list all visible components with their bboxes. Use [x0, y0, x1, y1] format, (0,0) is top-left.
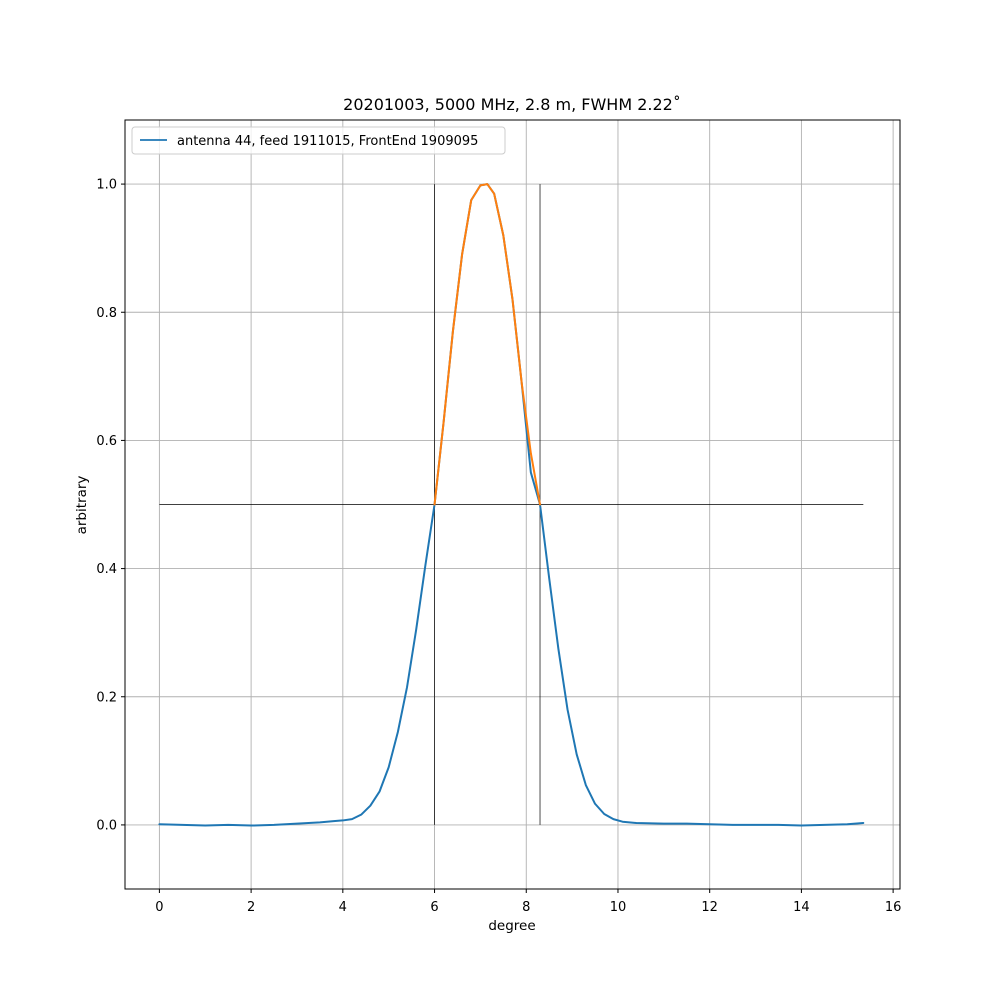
series-line-fit: [433, 183, 542, 506]
x-tick-label: 6: [430, 900, 438, 915]
legend-entry-label: antenna 44, feed 1911015, FrontEnd 19090…: [177, 134, 478, 149]
x-tick-label: 14: [793, 900, 810, 915]
x-tick-label: 12: [701, 900, 718, 915]
y-tick-label: 1.0: [96, 178, 117, 193]
x-tick-label: 4: [339, 900, 347, 915]
legend: antenna 44, feed 1911015, FrontEnd 19090…: [131, 126, 506, 155]
y-tick-label: 0.4: [96, 562, 117, 577]
x-axis-ticks: 0 2 4 6 8 10 12 14 16: [155, 889, 901, 915]
y-tick-label: 0.0: [96, 818, 117, 833]
x-tick-label: 8: [522, 900, 530, 915]
y-tick-label: 0.6: [96, 434, 117, 449]
y-tick-label: 0.2: [96, 690, 117, 705]
chart-title: 20201003, 5000 MHz, 2.8 m, FWHM 2.22˚: [343, 95, 681, 114]
plot-area-frame: [124, 119, 901, 890]
series-lines: [158, 183, 865, 827]
legend-box: [131, 126, 506, 155]
y-tick-label: 0.8: [96, 306, 117, 321]
x-tick-label: 0: [155, 900, 163, 915]
y-axis-label: arbitrary: [74, 476, 90, 535]
x-axis-label: degree: [488, 918, 535, 934]
y-axis-ticks: 0.0 0.2 0.4 0.6 0.8 1.0: [96, 178, 125, 833]
x-tick-label: 2: [247, 900, 255, 915]
x-tick-label: 10: [610, 900, 627, 915]
x-tick-label: 16: [885, 900, 902, 915]
